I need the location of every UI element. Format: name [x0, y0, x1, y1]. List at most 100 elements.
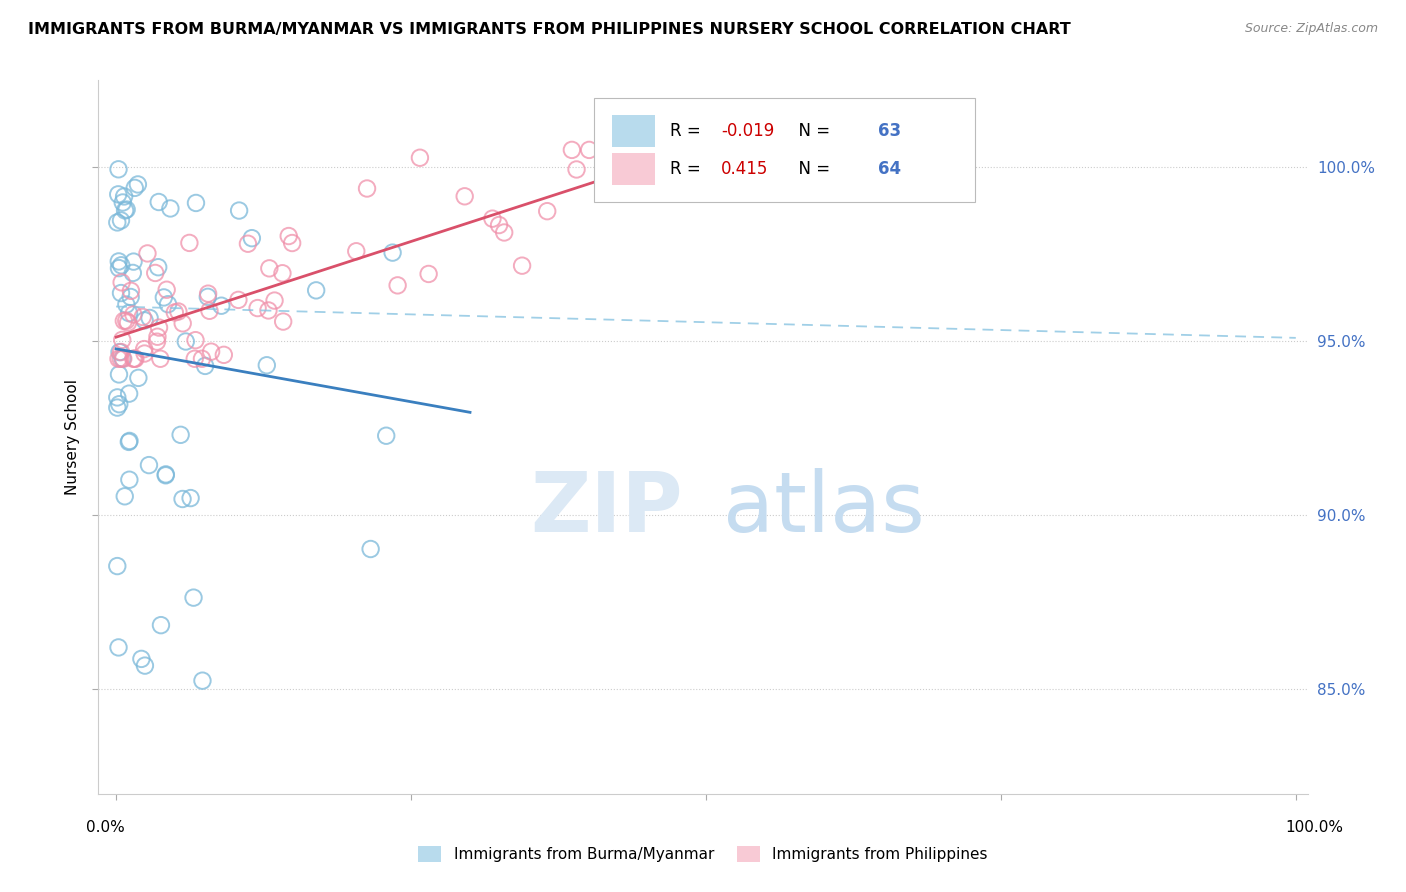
Text: 0.0%: 0.0% — [86, 821, 125, 835]
Text: R =: R = — [671, 122, 706, 140]
Point — [228, 203, 250, 218]
Point — [124, 351, 146, 366]
Point — [305, 284, 328, 298]
Point — [105, 559, 128, 574]
Point — [121, 266, 143, 280]
Point — [107, 187, 129, 202]
Point — [169, 427, 191, 442]
Point — [111, 195, 134, 210]
Point — [257, 303, 280, 318]
Point — [155, 467, 177, 482]
Point — [143, 266, 166, 280]
Point — [256, 358, 278, 372]
Point — [146, 330, 169, 344]
Point — [157, 297, 180, 311]
Point — [174, 334, 197, 349]
Text: 0.415: 0.415 — [721, 161, 769, 178]
Point — [263, 293, 285, 308]
Point — [184, 196, 207, 211]
Point — [172, 491, 194, 506]
Point — [108, 261, 131, 276]
Point — [565, 162, 588, 177]
Text: 100.0%: 100.0% — [1285, 821, 1344, 835]
Point — [277, 229, 299, 244]
Text: R =: R = — [671, 161, 711, 178]
Point — [418, 267, 440, 281]
Point — [179, 235, 201, 250]
Point — [153, 290, 176, 304]
Bar — [613, 114, 655, 146]
Point — [111, 333, 134, 347]
Point — [704, 143, 727, 157]
Point — [115, 202, 138, 217]
Point — [105, 215, 128, 229]
Point — [134, 658, 156, 673]
Point — [148, 260, 170, 275]
Point — [136, 246, 159, 260]
Point — [375, 428, 398, 442]
Point — [167, 304, 190, 318]
Point — [236, 236, 259, 251]
Point — [200, 344, 222, 359]
Point — [127, 178, 149, 192]
Point — [108, 368, 131, 382]
Point — [183, 591, 205, 605]
FancyBboxPatch shape — [595, 98, 976, 202]
Point — [155, 468, 177, 483]
Point — [742, 162, 765, 177]
Point — [112, 189, 135, 203]
Point — [131, 310, 153, 324]
Point — [194, 359, 217, 373]
Point — [197, 290, 219, 304]
Point — [117, 316, 139, 330]
Legend: Immigrants from Burma/Myanmar, Immigrants from Philippines: Immigrants from Burma/Myanmar, Immigrant… — [412, 840, 994, 868]
Point — [114, 203, 136, 218]
Point — [110, 286, 132, 301]
Point — [131, 652, 153, 666]
Point — [118, 434, 141, 448]
Point — [197, 286, 219, 301]
Point — [110, 345, 132, 359]
Point — [110, 351, 132, 366]
Point — [198, 303, 221, 318]
Point — [105, 401, 128, 415]
Point — [536, 204, 558, 219]
Point — [107, 640, 129, 655]
Point — [271, 315, 294, 329]
Point — [191, 673, 214, 688]
Point — [606, 143, 628, 157]
Point — [453, 189, 475, 203]
Text: atlas: atlas — [723, 468, 925, 549]
Text: 64: 64 — [879, 161, 901, 178]
Point — [107, 351, 129, 366]
Point — [488, 218, 510, 232]
Point — [617, 178, 640, 193]
Point — [120, 284, 142, 298]
Text: IMMIGRANTS FROM BURMA/MYANMAR VS IMMIGRANTS FROM PHILIPPINES NURSERY SCHOOL CORR: IMMIGRANTS FROM BURMA/MYANMAR VS IMMIGRA… — [28, 22, 1071, 37]
Point — [381, 245, 404, 260]
Point — [682, 145, 704, 160]
Point — [163, 305, 186, 319]
Point — [281, 235, 304, 250]
Point — [115, 314, 138, 328]
Point — [118, 434, 141, 449]
Point — [107, 254, 129, 268]
Point — [409, 151, 432, 165]
Point — [124, 351, 146, 366]
Point — [108, 345, 131, 359]
Text: N =: N = — [787, 161, 835, 178]
Point — [191, 351, 214, 366]
Point — [183, 351, 205, 366]
Text: -0.019: -0.019 — [721, 122, 775, 140]
Point — [111, 351, 134, 366]
Point — [110, 213, 132, 227]
Point — [112, 314, 135, 328]
Point — [115, 297, 138, 311]
Y-axis label: Nursery School: Nursery School — [65, 379, 80, 495]
Point — [159, 202, 181, 216]
Point — [246, 301, 269, 315]
Point — [110, 258, 132, 272]
Point — [149, 351, 172, 366]
Point — [387, 278, 409, 293]
Point — [122, 351, 145, 366]
